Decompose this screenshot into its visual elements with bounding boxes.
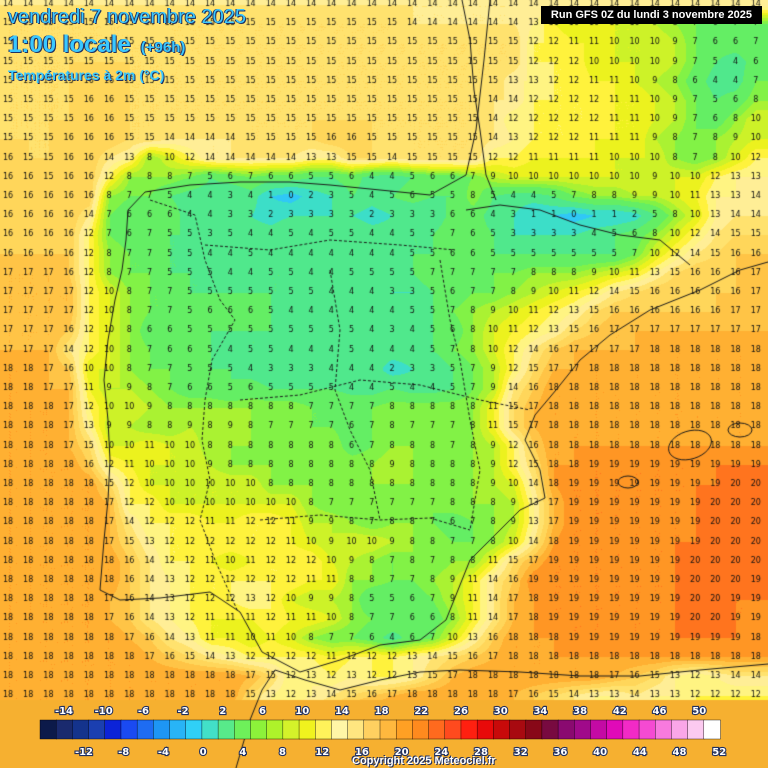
title-block: vendredi 7 novembre 2025 1:00 locale (+96… bbox=[8, 6, 246, 83]
forecast-time-label: 1:00 locale bbox=[8, 31, 131, 58]
copyright: Copyright 2025 Meteociel.fr bbox=[352, 755, 496, 767]
forecast-offset: (+96h) bbox=[140, 39, 186, 56]
forecast-date: vendredi 7 novembre 2025 bbox=[8, 6, 246, 28]
variable-label: Températures à 2m (°C) bbox=[8, 67, 165, 83]
run-info-badge: Run GFS 0Z du lundi 3 novembre 2025 bbox=[540, 6, 762, 24]
forecast-time: 1:00 locale (+96h) bbox=[8, 31, 246, 59]
